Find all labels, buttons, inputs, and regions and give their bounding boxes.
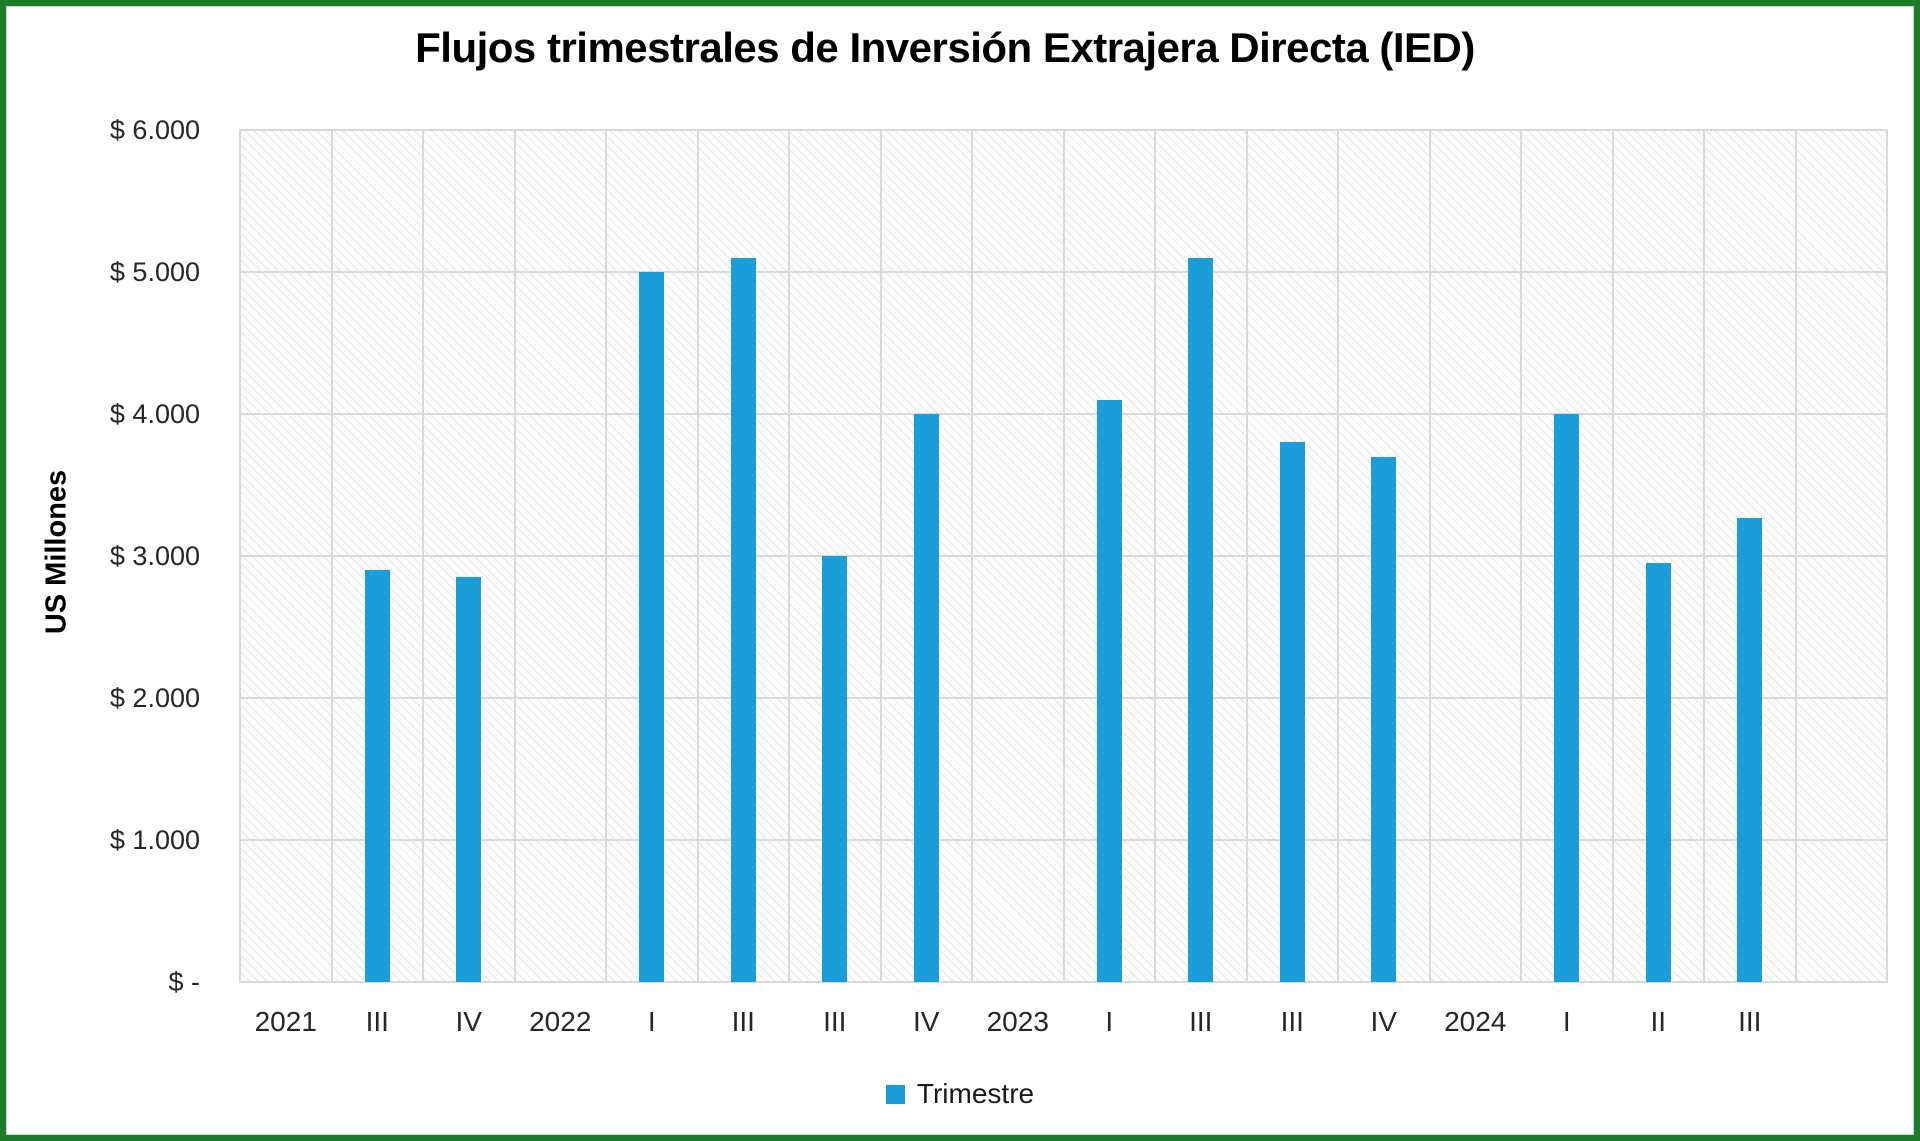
x-tick-label: I (647, 1006, 656, 1037)
horizontal-gridline (240, 555, 1887, 557)
y-tick-label: $ 2.000 (109, 683, 200, 713)
x-tick-label: 2024 (1444, 1006, 1507, 1037)
x-tick-label: IV (1370, 1006, 1397, 1037)
y-tick-label: $ 6.000 (109, 115, 200, 145)
bar-i-4 (639, 272, 665, 982)
bar-iii-10 (1188, 257, 1214, 982)
bar-i-9 (1096, 399, 1122, 982)
horizontal-gridline (240, 839, 1887, 841)
x-tick-label: III (365, 1006, 389, 1037)
bar-iv-12 (1371, 456, 1397, 982)
x-tick-label: IV (913, 1006, 940, 1037)
bar-iv-2 (456, 577, 482, 982)
x-tick-label: III (731, 1006, 755, 1037)
bar-iii-16 (1737, 517, 1763, 982)
x-tick-label: 2021 (254, 1006, 317, 1037)
bar-ii-15 (1645, 563, 1671, 982)
y-tick-label: $ 1.000 (109, 825, 200, 855)
x-tick-label: II (1650, 1006, 1667, 1037)
x-tick-label: 2022 (529, 1006, 592, 1037)
x-tick-label: I (1105, 1006, 1114, 1037)
y-tick-label: $ 5.000 (109, 257, 200, 287)
bar-i-14 (1554, 414, 1580, 982)
x-tick-label: III (823, 1006, 847, 1037)
y-tick-label: $ - (168, 967, 200, 997)
horizontal-gridline (240, 271, 1887, 273)
legend-swatch-icon (885, 1084, 905, 1104)
x-tick-label: III (1738, 1006, 1762, 1037)
bar-iii-1 (364, 570, 390, 982)
x-tick-label: 2023 (986, 1006, 1049, 1037)
horizontal-gridline (240, 413, 1887, 415)
horizontal-gridline (240, 697, 1887, 699)
y-tick-label: $ 3.000 (109, 541, 200, 571)
bar-iii-11 (1279, 442, 1305, 982)
x-tick-label: IV (455, 1006, 482, 1037)
bar-iii-6 (822, 556, 848, 982)
legend-label: Trimestre (916, 1078, 1035, 1109)
chart-title: Flujos trimestrales de Inversión Extraje… (415, 24, 1475, 71)
y-tick-label: $ 4.000 (109, 399, 200, 429)
legend: Trimestre (0, 1074, 1920, 1114)
bar-iii-5 (730, 257, 756, 982)
x-tick-label: III (1280, 1006, 1304, 1037)
x-tick-label: III (1189, 1006, 1213, 1037)
x-tick-label: I (1562, 1006, 1571, 1037)
plot-area (239, 129, 1888, 983)
bar-iv-7 (913, 414, 939, 982)
